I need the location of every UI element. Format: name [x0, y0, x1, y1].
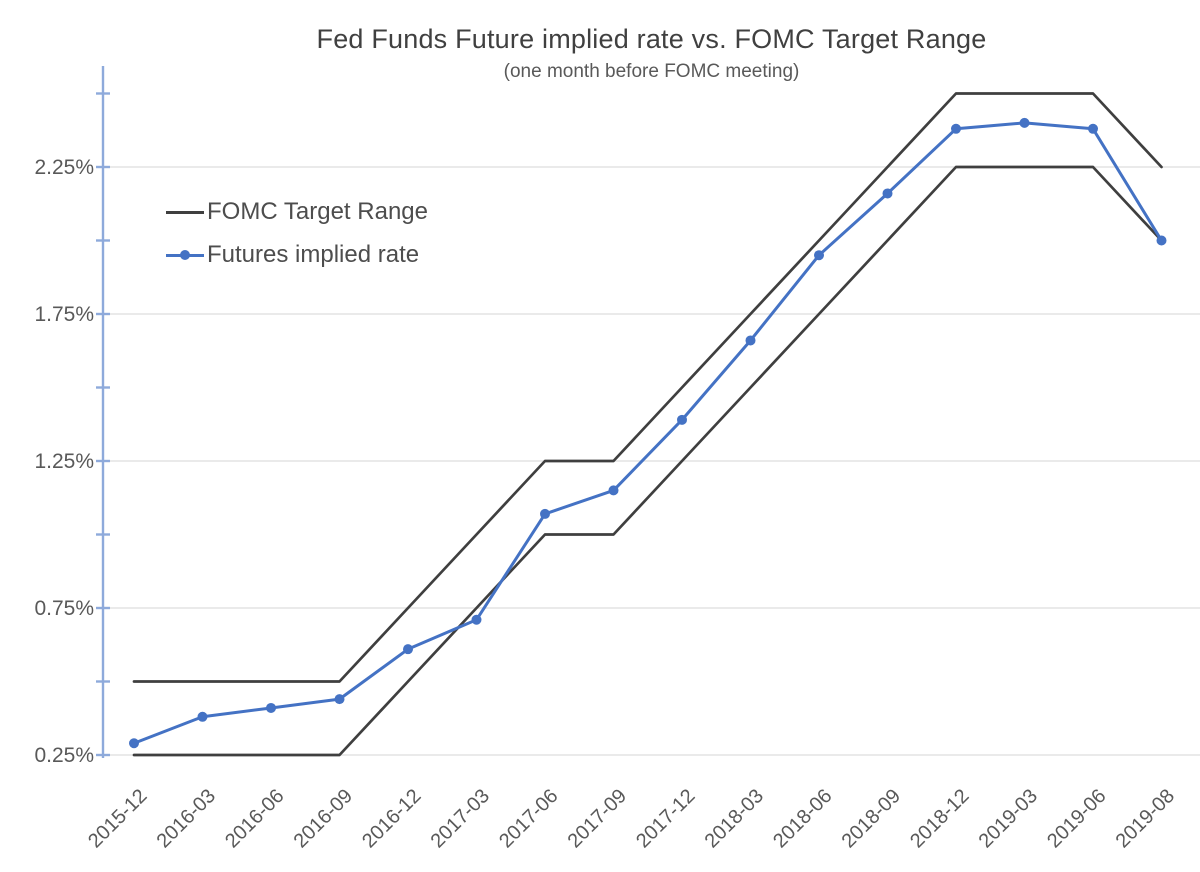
- x-axis-label: 2018-09: [838, 785, 905, 852]
- y-axis-label: 0.25%: [34, 744, 94, 767]
- legend-item-futures-implied-rate: Futures implied rate: [166, 240, 428, 270]
- legend-label-fomc-target-range: FOMC Target Range: [207, 198, 428, 225]
- data-point-marker: [403, 644, 413, 655]
- data-point-marker: [608, 485, 619, 496]
- data-point-marker: [814, 250, 824, 261]
- x-axis-label: 2016-09: [290, 785, 357, 852]
- series-line: [132, 92, 1163, 683]
- fomc-range-line-swatch-icon: [166, 210, 204, 214]
- x-axis-label: 2017-09: [564, 785, 631, 852]
- data-point-marker: [951, 123, 961, 134]
- x-axis-label: 2019-03: [975, 785, 1042, 852]
- x-axis-label: 2019-06: [1043, 785, 1110, 852]
- series-futures-implied-rate: [129, 117, 1167, 749]
- x-axis-label: 2018-12: [906, 785, 973, 852]
- data-point-marker: [471, 614, 482, 625]
- x-axis-label: 2016-06: [221, 785, 288, 852]
- chart-title: Fed Funds Future implied rate vs. FOMC T…: [316, 24, 987, 54]
- data-point-marker: [1019, 117, 1030, 128]
- series-line: [132, 165, 1163, 757]
- futures-line-swatch-icon: [166, 250, 204, 260]
- legend-label-futures-implied-rate: Futures implied rate: [207, 241, 420, 268]
- series-line: [132, 121, 1163, 745]
- x-axis-label: 2017-03: [427, 785, 494, 852]
- chart-subtitle: (one month before FOMC meeting): [503, 61, 800, 82]
- y-axis-label: 1.25%: [34, 450, 94, 473]
- data-point-marker: [540, 508, 550, 519]
- data-point-marker: [745, 335, 756, 346]
- x-axis-label: 2017-12: [632, 785, 699, 852]
- futures-dot-icon: [180, 250, 190, 260]
- data-point-marker: [882, 188, 893, 199]
- x-axis-label: 2016-03: [153, 785, 220, 852]
- x-axis-labels: 2015-12 2016-03 2016-06 2016-09 2016-12 2017-…: [84, 785, 1179, 852]
- legend-item-fomc-target-range: FOMC Target Range: [166, 197, 428, 227]
- y-axis-label: 2.25%: [34, 156, 94, 179]
- data-point-marker: [334, 694, 345, 705]
- x-axis-label: 2015-12: [84, 785, 151, 852]
- data-point-marker: [677, 414, 687, 425]
- data-point-marker: [1156, 235, 1167, 246]
- y-axis-label: 0.75%: [34, 597, 94, 620]
- y-axis: [96, 66, 110, 758]
- x-axis-label: 2016-12: [358, 785, 425, 852]
- legend: FOMC Target Range Futures implied rate: [166, 197, 428, 270]
- x-axis-label: 2018-06: [769, 785, 836, 852]
- series-fomc-upper: [132, 92, 1163, 683]
- x-axis-label: 2019-08: [1112, 785, 1179, 852]
- data-point-marker: [266, 702, 276, 713]
- x-axis-label: 2017-06: [495, 785, 562, 852]
- data-point-marker: [197, 711, 208, 722]
- y-axis-labels: 2.25% 1.75% 1.25% 0.75% 0.25%: [34, 156, 94, 767]
- data-point-marker: [1088, 123, 1098, 134]
- series-fomc-lower: [132, 165, 1163, 757]
- x-axis-label: 2018-03: [701, 785, 768, 852]
- y-axis-label: 1.75%: [34, 303, 94, 326]
- data-point-marker: [129, 738, 139, 749]
